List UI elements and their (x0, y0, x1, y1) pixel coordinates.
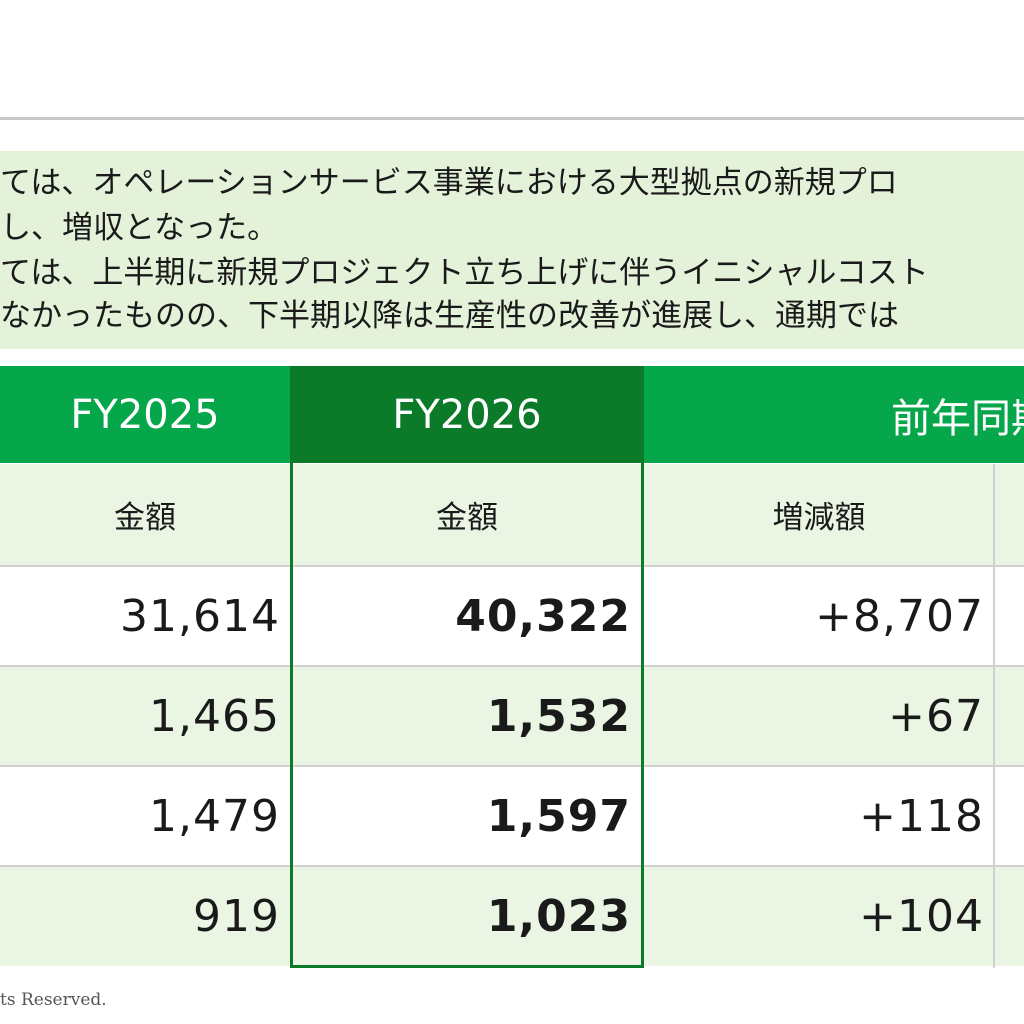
summary-line-1: ては、オペレーションサービス事業における大型拠点の新規プロ (0, 165, 898, 201)
cell-fy2025: 31,614 (120, 591, 280, 642)
cell-fy2026: 1,532 (486, 691, 631, 742)
row-divider (0, 565, 1024, 567)
summary-line-2: し、増収となった。 (0, 210, 279, 246)
table-row: 31,614 40,322 +8,707 (0, 567, 1024, 666)
summary-line-4: なかったものの、下半期以降は生産性の改善が進展し、通期では (0, 298, 899, 334)
header-fy2026: FY2026 (291, 366, 643, 463)
cell-fy2025: 1,479 (149, 791, 280, 842)
cell-fy2025: 1,465 (149, 691, 280, 742)
subheader-fy2026-amount: 金額 (291, 464, 643, 565)
top-divider (0, 117, 1024, 120)
row-divider (0, 865, 1024, 867)
cell-change: +8,707 (815, 591, 984, 642)
cell-change: +67 (888, 691, 984, 742)
cell-fy2026: 1,023 (486, 891, 631, 942)
table-row: 1,465 1,532 +67 (0, 667, 1024, 766)
row-divider (0, 665, 1024, 667)
cell-change: +104 (859, 891, 984, 942)
copyright-footer: ts Reserved. (0, 990, 107, 1010)
subheader-extra (995, 464, 1024, 565)
header-fy2025: FY2025 (0, 366, 290, 463)
cell-change: +118 (859, 791, 984, 842)
subheader-yoy-change: 増減額 (644, 464, 994, 565)
summary-line-3: ては、上半期に新規プロジェクト立ち上げに伴うイニシャルコスト (0, 255, 929, 291)
table-row: 1,479 1,597 +118 (0, 767, 1024, 866)
subheader-fy2025-amount: 金額 (0, 464, 290, 565)
header-yoy: 前年同期 (644, 366, 1024, 463)
cell-fy2026: 1,597 (486, 791, 631, 842)
table-row: 919 1,023 +104 (0, 867, 1024, 966)
financial-table: FY2025 FY2026 前年同期 金額 金額 増減額 31,614 40,3… (0, 366, 1024, 968)
column-divider (993, 464, 995, 968)
cell-fy2025: 919 (193, 891, 280, 942)
row-divider (0, 765, 1024, 767)
cell-fy2026: 40,322 (455, 591, 631, 642)
summary-box: ては、オペレーションサービス事業における大型拠点の新規プロ し、増収となった。 … (0, 151, 1024, 349)
